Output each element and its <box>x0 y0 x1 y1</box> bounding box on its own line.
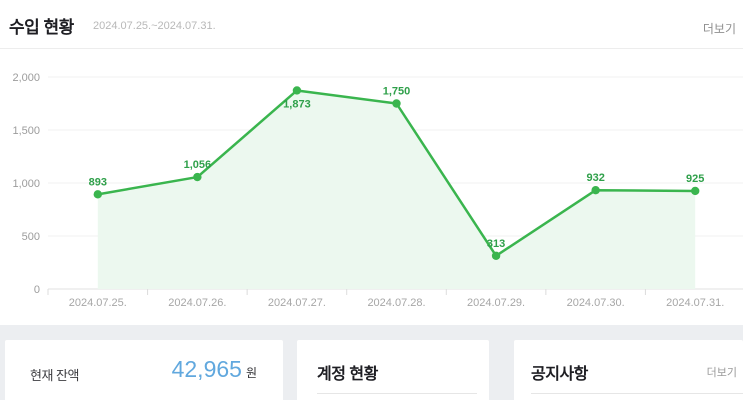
income-header: 수입 현황 2024.07.25.~2024.07.31. 더보기 <box>0 0 743 49</box>
balance-amount: 42,965 <box>171 356 242 382</box>
income-line-chart: 0 500 1,000 1,500 2,000 2024.07.25. 2024.07.26… <box>12 72 743 309</box>
chart-area-fill <box>97 90 696 289</box>
y-axis-label: 0 <box>34 284 40 296</box>
chart-point[interactable] <box>691 186 700 196</box>
notice-title: 공지사항 <box>531 366 588 383</box>
chart-value-label: 925 <box>686 173 704 185</box>
y-axis-label: 500 <box>22 231 40 243</box>
income-more-link[interactable]: 더보기 <box>702 22 736 36</box>
chart-value-label: 1,056 <box>184 159 212 171</box>
chart-value-label: 313 <box>487 238 505 250</box>
account-status-card: 계정 현황 <box>297 340 489 400</box>
chart-point[interactable] <box>93 190 102 199</box>
y-axis-label: 1,500 <box>12 125 40 137</box>
balance-card: 현재 잔액 42,965 원 <box>5 340 283 400</box>
page-title: 수입 현황 <box>9 18 74 37</box>
chart-point[interactable] <box>193 172 202 182</box>
x-axis-label: 2024.07.26. <box>168 297 226 309</box>
chart-value-label: 932 <box>586 172 604 184</box>
x-axis-label: 2024.07.25. <box>69 297 127 309</box>
notice-card: 공지사항 더보기 <box>514 340 743 400</box>
x-axis-label: 2024.07.28. <box>367 297 425 309</box>
y-axis-label: 1,000 <box>12 178 40 190</box>
balance-label: 현재 잔액 <box>30 368 79 383</box>
y-axis-label: 2,000 <box>12 72 40 84</box>
chart-value-label: 1,873 <box>283 98 311 110</box>
account-status-title: 계정 현황 <box>317 366 378 383</box>
balance-amount-row: 42,965 원 <box>172 356 257 383</box>
chart-point[interactable] <box>491 251 501 261</box>
notice-more-link[interactable]: 더보기 <box>706 367 737 379</box>
balance-unit: 원 <box>245 366 257 380</box>
notice-divider <box>531 393 743 394</box>
chart-value-label: 1,750 <box>383 86 411 98</box>
bottom-cards: 현재 잔액 42,965 원 계정 현황 공지사항 더보기 <box>0 325 743 400</box>
x-axis-label: 2024.07.27. <box>268 297 326 309</box>
chart-point[interactable] <box>292 86 302 95</box>
x-axis-label: 2024.07.31. <box>666 297 724 309</box>
date-range: 2024.07.25.~2024.07.31. <box>93 20 216 32</box>
x-axis-label: 2024.07.30. <box>567 297 625 309</box>
x-axis-label: 2024.07.29. <box>467 297 525 309</box>
chart-point[interactable] <box>392 99 401 108</box>
chart-point[interactable] <box>591 186 600 195</box>
income-chart: 0 500 1,000 1,500 2,000 2024.07.25. 2024.07.26… <box>12 72 743 309</box>
account-divider <box>317 393 477 394</box>
chart-value-label: 893 <box>89 176 107 188</box>
